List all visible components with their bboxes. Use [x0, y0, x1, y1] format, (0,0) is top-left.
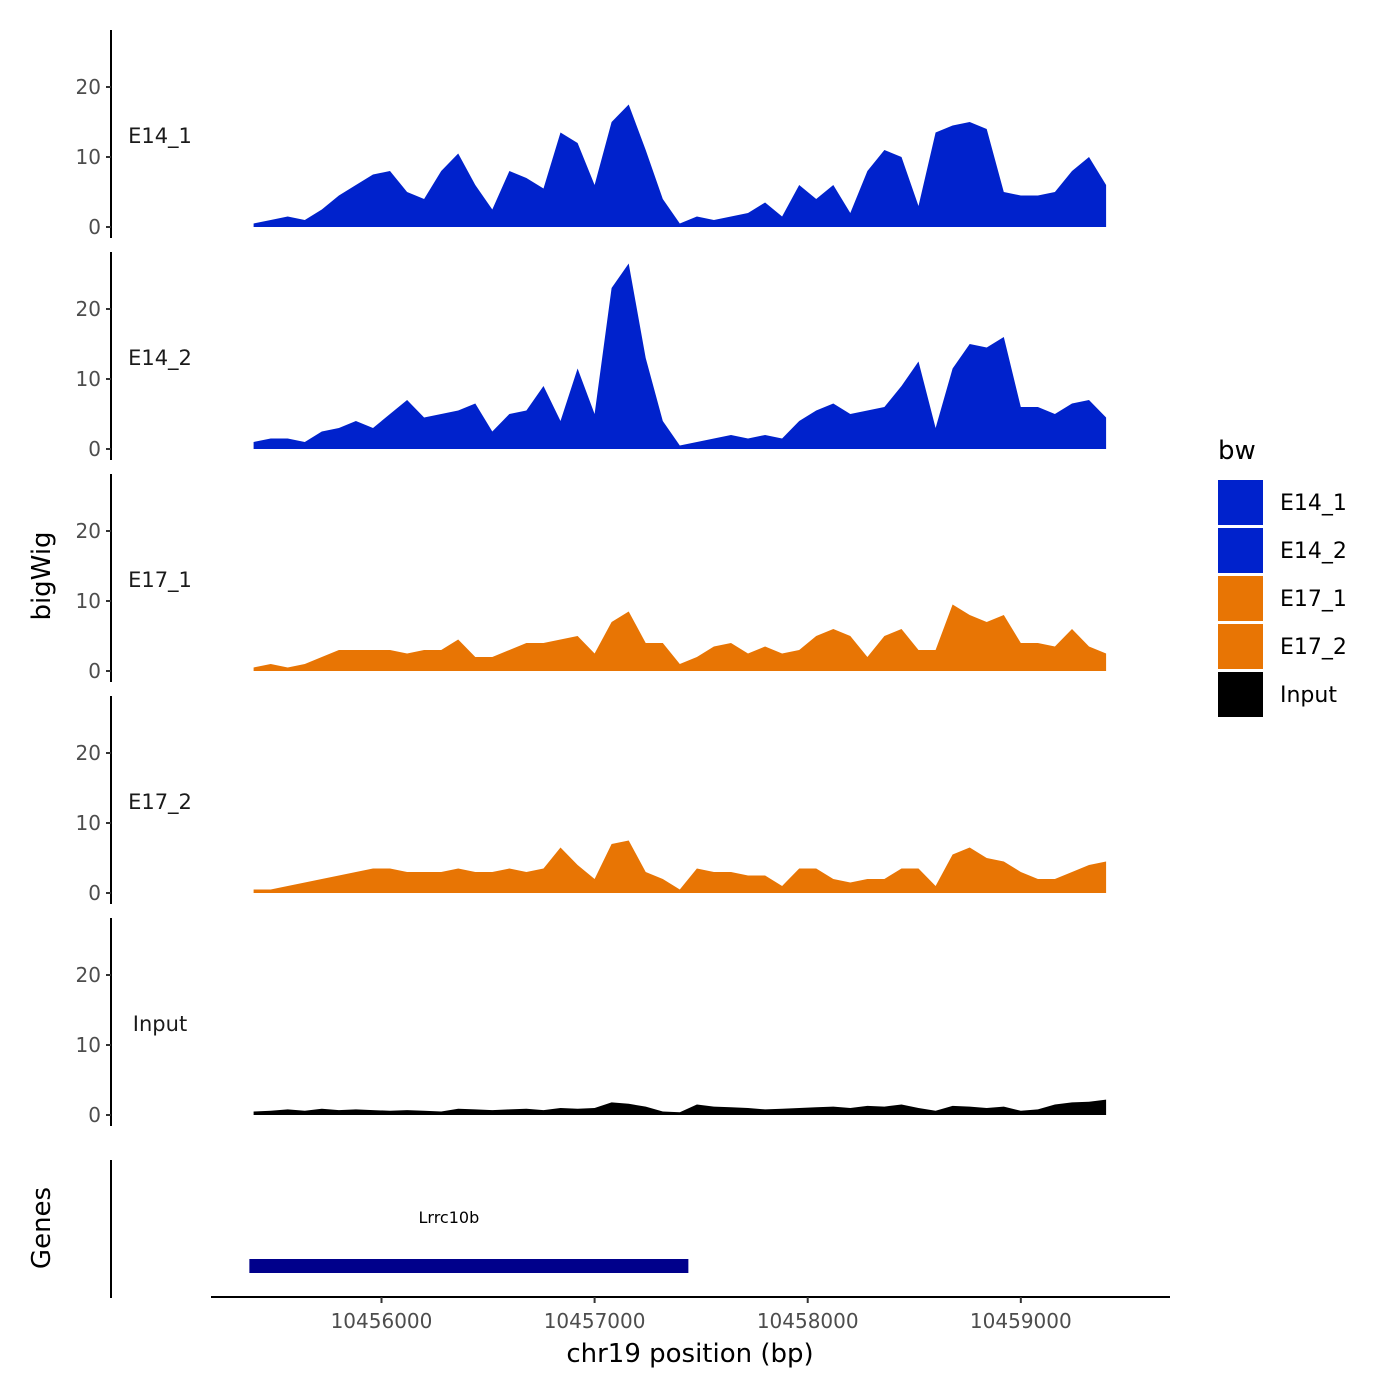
- y-tick-label: 10: [76, 1033, 101, 1057]
- legend-label: E14_2: [1280, 539, 1347, 564]
- legend-swatch: [1218, 672, 1263, 717]
- legend-item-input: Input: [1218, 672, 1337, 717]
- legend-label: Input: [1280, 683, 1337, 708]
- legend-label: E14_1: [1280, 491, 1347, 516]
- legend-item-e17-1: E17_1: [1218, 576, 1347, 621]
- legend-item-e14-1: E14_1: [1218, 480, 1347, 525]
- track-label: E17_2: [128, 790, 192, 815]
- coverage-area-e14-2: [253, 263, 1107, 449]
- y-tick-label: 0: [88, 881, 101, 905]
- track-e17-2: 0 10 20 E17_2: [76, 696, 1107, 905]
- y-tick-label: 20: [76, 963, 101, 987]
- y-tick-label: 20: [76, 741, 101, 765]
- legend-title: bw: [1218, 436, 1256, 466]
- x-axis-title: chr19 position (bp): [566, 1339, 813, 1369]
- x-tick-label: 10458000: [757, 1309, 859, 1333]
- track-e14-2: 0 10 20 E14_2: [76, 252, 1107, 461]
- legend-swatch: [1218, 576, 1263, 621]
- legend-swatch: [1218, 480, 1263, 525]
- x-tick-label: 10459000: [970, 1309, 1072, 1333]
- y-tick-label: 10: [76, 367, 101, 391]
- track-input: 0 10 20 Input: [76, 918, 1107, 1127]
- legend-label: E17_1: [1280, 587, 1347, 612]
- x-tick-label: 10456000: [331, 1309, 433, 1333]
- coverage-area-e17-1: [253, 604, 1107, 671]
- y-axis-title: bigWig: [27, 531, 57, 620]
- coverage-area-e17-2: [253, 840, 1107, 893]
- genes-axis-title: Genes: [27, 1187, 57, 1269]
- y-tick-label: 0: [88, 659, 101, 683]
- coverage-area-input: [253, 1099, 1107, 1115]
- y-tick-label: 10: [76, 811, 101, 835]
- y-tick-label: 20: [76, 297, 101, 321]
- y-tick-label: 20: [76, 519, 101, 543]
- track-e17-1: 0 10 20 E17_1: [76, 474, 1107, 683]
- y-tick-label: 10: [76, 589, 101, 613]
- coverage-tracks: 0 10 20 E14_1 0 10 20 E14_2 0 10 20 E17_1 0 10 20 E17_2…: [76, 30, 1107, 1127]
- y-tick-label: 0: [88, 215, 101, 239]
- gene-label: Lrrc10b: [418, 1208, 479, 1227]
- track-label: E14_1: [128, 124, 192, 149]
- legend-item-e14-2: E14_2: [1218, 528, 1347, 573]
- x-tick-label: 10457000: [544, 1309, 646, 1333]
- legend: bw E14_1 E14_2 E17_1 E17_2 Input: [1218, 436, 1347, 717]
- coverage-area-e14-1: [253, 104, 1107, 227]
- y-tick-label: 10: [76, 145, 101, 169]
- x-axis: 10456000 10457000 10458000 10459000 chr19 p…: [211, 1296, 1170, 1369]
- y-tick-label: 0: [88, 1103, 101, 1127]
- track-label: E14_2: [128, 346, 192, 371]
- gene-track: Lrrc10b: [110, 1160, 689, 1298]
- legend-swatch: [1218, 624, 1263, 669]
- legend-swatch: [1218, 528, 1263, 573]
- gene-body[interactable]: [249, 1259, 689, 1273]
- y-tick-label: 0: [88, 437, 101, 461]
- legend-label: E17_2: [1280, 635, 1347, 660]
- legend-item-e17-2: E17_2: [1218, 624, 1347, 669]
- track-e14-1: 0 10 20 E14_1: [76, 30, 1107, 239]
- track-label: E17_1: [128, 568, 192, 593]
- track-label: Input: [133, 1012, 187, 1036]
- y-tick-label: 20: [76, 75, 101, 99]
